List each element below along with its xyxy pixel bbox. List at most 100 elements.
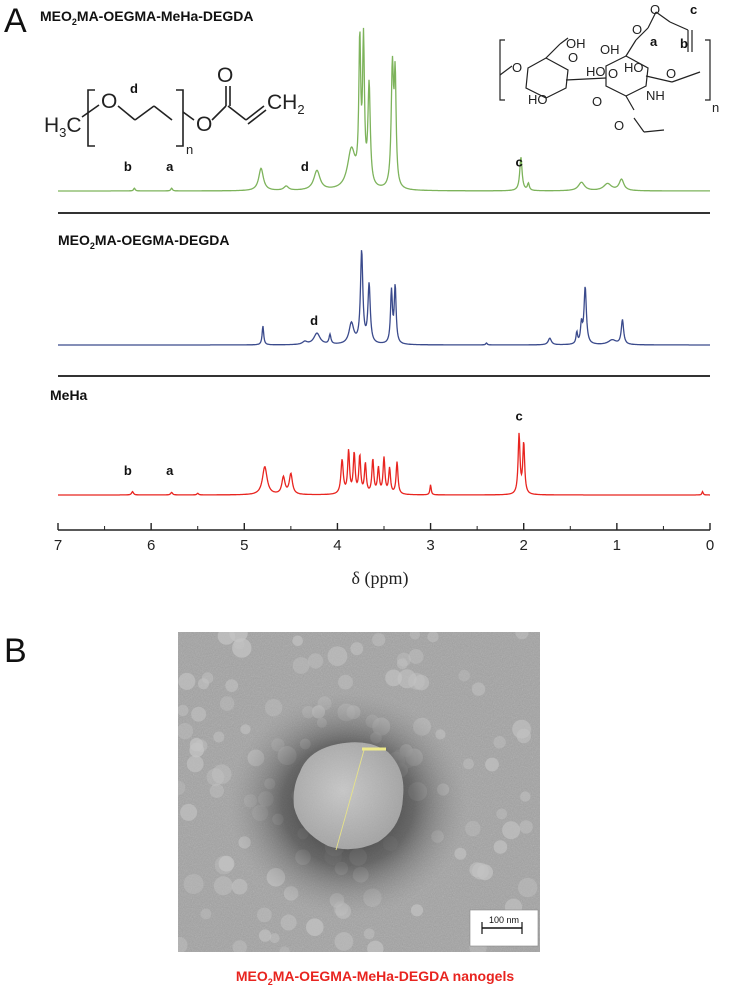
x-tick-label-0: 0 [706,537,714,554]
background-particle [257,907,272,923]
background-particle [308,653,324,669]
svg-text:O: O [568,50,578,65]
peak-label-1-b: b [124,159,132,174]
panel-a-letter: A [4,2,27,40]
background-particle [410,904,424,917]
diameter-line [335,749,365,851]
background-particle [396,658,408,670]
background-particle [458,669,471,682]
spectra-group [58,27,710,496]
background-particle [217,632,236,645]
background-particle [280,914,297,931]
meha-structure [499,11,711,133]
background-particle [502,821,521,840]
background-particle [471,682,486,696]
background-particle [232,638,252,658]
meha-label-a: a [650,34,658,49]
x-tick-label-1: 1 [613,537,621,554]
background-particle [512,719,531,739]
svg-text:O: O [632,22,642,37]
background-particle [463,758,474,770]
peak-label-1-c: c [515,155,522,170]
x-tick-label-5: 5 [240,537,248,554]
meha-label-b: b [680,36,688,51]
background-particle [198,678,209,690]
spectrum-title-top: MEO2MA-OEGMA-MeHa-DEGDA [40,8,253,27]
background-particle [279,946,290,952]
background-particle [367,940,384,952]
background-particle [178,704,189,717]
tem-micrograph: 100 nm [178,632,540,952]
background-particle [515,632,529,640]
background-particle [240,724,251,735]
background-particle [408,649,424,664]
background-particle [338,674,353,690]
background-particle [292,635,303,647]
background-particle [518,877,538,898]
peak-label-3-c: c [515,409,522,424]
meha-label-c: c [690,2,697,17]
peak-label-2-d: d [310,313,318,328]
background-particle [231,878,248,895]
background-particle [269,933,280,944]
background-particle [191,706,207,722]
background-particle [258,929,272,942]
background-particle [219,696,235,711]
background-particle [213,731,225,743]
spectrum-line-1 [58,27,710,192]
oegma-structure: H3C O n O O CH2 d [44,64,305,157]
svg-text:HO: HO [586,64,606,79]
oegma-label-d: d [130,81,138,96]
oegma-h3c: H3C [44,114,82,140]
background-particle [189,737,204,752]
oegma-ch2: CH2 [267,91,305,117]
spectrum-title-bottom: MeHa [50,387,88,403]
background-particle [180,803,198,821]
background-particle [397,669,417,689]
peak-labels: b a d c d b a c [124,155,523,478]
background-particle [496,808,508,820]
svg-text:HO: HO [624,60,644,75]
background-particle [178,672,196,690]
meha-structure-labels: O c a b O OH O HO O HO O O NH O OH HO O … [512,2,719,133]
spectrum-line-2 [58,250,710,346]
background-particle [186,755,204,773]
x-tick-label-3: 3 [426,537,434,554]
background-particle [264,699,283,717]
peak-label-3-a: a [166,463,174,478]
background-particle [520,791,531,802]
spectrum-line-3 [58,432,710,496]
nmr-figure: MEO2MA-OEGMA-MeHa-DEGDA MEO2MA-OEGMA-DEG… [40,2,719,589]
x-tick-label-4: 4 [333,537,341,554]
peak-label-1-a: a [166,159,174,174]
spectrum-title-middle: MEO2MA-OEGMA-DEGDA [58,232,229,251]
background-particle [200,908,212,920]
background-particle [209,783,224,798]
oegma-o3: O [217,64,233,87]
background-particle [372,633,386,647]
background-particle [225,679,239,692]
x-tick-label-7: 7 [54,537,62,554]
background-particle [413,674,430,691]
tem-caption: MEO2MA-OEGMA-MeHa-DEGDA nanogels [235,968,515,987]
background-particle [493,840,508,854]
x-tick-label-6: 6 [147,537,155,554]
svg-text:HO: HO [528,92,548,107]
background-particle [472,862,489,880]
panel-b-letter: B [4,632,27,670]
background-particle [178,780,186,796]
background-particle [327,646,348,666]
background-particle [465,820,481,837]
background-particle [206,768,225,786]
background-particle [454,847,467,860]
background-particle [213,876,233,896]
background-particle [409,632,420,640]
x-axis: 7 6 5 4 3 2 1 0 [54,523,714,554]
svg-text:OH: OH [566,36,586,51]
svg-text:OH: OH [600,42,620,57]
scalebar-label: 100 nm [489,915,519,925]
oegma-n: n [186,142,193,157]
x-tick-label-2: 2 [520,537,528,554]
svg-text:n: n [712,100,719,115]
background-particle [306,918,324,936]
